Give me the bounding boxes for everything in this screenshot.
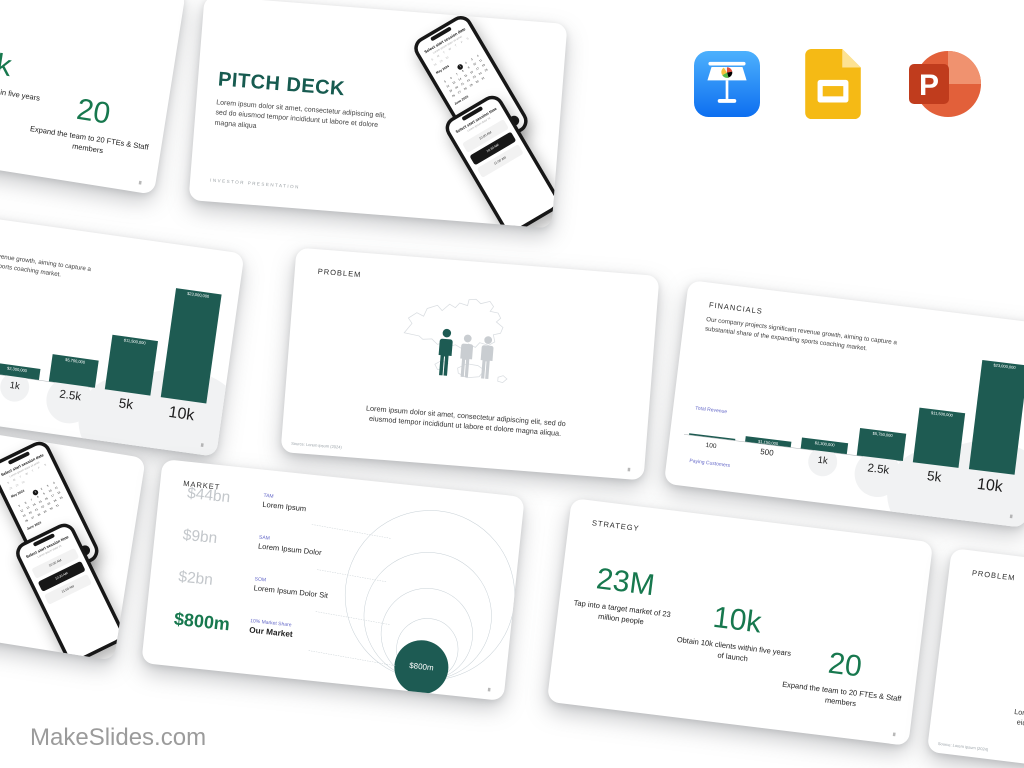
phone-mockup-time-picker: Select start session time Lorem ipsum do…	[12, 519, 128, 661]
strategy-stat-clients: 10k Obtain 10k clients within five years…	[672, 595, 798, 670]
person-icon	[438, 328, 453, 376]
powerpoint-icon[interactable]: P	[906, 48, 984, 120]
pitch-deck-slide: PITCH DECK Lorem ipsum dolor sit amet, c…	[188, 0, 568, 229]
phone-mockup-time-picker: Select start session time Lorem ipsum do…	[441, 91, 564, 229]
page-number-mark	[1009, 514, 1013, 519]
category-label: 500	[759, 447, 775, 458]
google-slides-icon[interactable]	[805, 49, 861, 119]
slide-thumb-strategy-bottom: STRATEGY 23M Tap into a target market of…	[546, 498, 934, 746]
calendar-day: 31	[55, 503, 60, 508]
category-label: 5k	[926, 468, 943, 485]
revenue-bar: $23,000,000	[968, 359, 1024, 475]
revenue-bar: $5,750,000	[856, 428, 907, 461]
page-number-mark	[892, 732, 896, 737]
slide-thumb-market: MARKET $800m $44bn TAM Lorem Ipsum $9bn …	[141, 459, 525, 701]
slide-thumb-problem-bottom-right: PROBLEM Lorem ipsum dolor sit	[926, 548, 1024, 768]
slide-title: PITCH DECK	[217, 67, 346, 100]
source-note: Source: Lorem ipsum (2024)	[291, 441, 342, 450]
bar-value-label	[689, 435, 735, 441]
slide-footer: INVESTOR PRESENTATION	[209, 177, 301, 190]
slide-thumb-strategy-top-left: STRATEGY 23M Tap into a target market of…	[0, 0, 186, 195]
financials-slide: FINANCIALS Our company projects signific…	[0, 203, 245, 457]
category-label: 5k	[117, 395, 135, 413]
bar-value-label: $1,150,000	[757, 439, 779, 447]
category-label: 1k	[9, 379, 21, 392]
bar-value-label: $2,300,000	[814, 440, 835, 448]
bar-value-label: $23,000,000	[993, 362, 1016, 371]
market-value: $44bn	[186, 483, 232, 506]
keynote-icon[interactable]	[694, 51, 760, 117]
financials-slide: FINANCIALS Our company projects signific…	[663, 280, 1024, 528]
category-label: 100	[705, 440, 717, 450]
bar-value-label: $11,500,000	[123, 337, 146, 346]
person-icon	[460, 334, 474, 378]
strategy-slide: STRATEGY 23M Tap into a target market of…	[0, 0, 186, 195]
calendar-day: 30	[445, 55, 450, 61]
page-number-mark	[627, 467, 631, 472]
person-icon	[480, 336, 494, 379]
revenue-bar	[689, 433, 736, 441]
slide-title: PROBLEM	[971, 568, 1016, 583]
market-label: Our Market	[248, 625, 294, 640]
bar-value-label: $5,750,000	[64, 357, 86, 365]
revenue-bar: $11,500,000	[912, 407, 966, 468]
market-value: $9bn	[182, 525, 219, 547]
slide-title: PROBLEM	[317, 267, 362, 280]
category-label: 2.5k	[866, 460, 891, 477]
source-note: Source: Lorem ipsum (2024)	[937, 741, 989, 753]
market-row-sam: $9bn SAM Lorem Ipsum Dolor	[182, 526, 323, 559]
category-label: 1k	[817, 454, 829, 467]
bar-value-label: $11,500,000	[930, 410, 954, 418]
slide-caption: Lorem ipsum dolor sit amet, consectetur …	[1013, 707, 1024, 750]
market-row-som: $2bn SOM Lorem Ipsum Dolor Sit	[178, 567, 330, 601]
market-value: $2bn	[177, 567, 214, 589]
site-logo-text[interactable]: MakeSlides.com	[30, 724, 207, 751]
market-row-tam: $44bn TAM Lorem Ipsum	[186, 484, 307, 514]
category-label: 2.5k	[58, 387, 82, 403]
revenue-bar: $11,500,000	[104, 334, 159, 396]
strategy-stat-team: 20 Expand the team to 20 FTEs & Staff me…	[780, 640, 906, 715]
calendar-day: 25	[484, 68, 489, 73]
bar-value-label: $2,300,000	[6, 365, 28, 374]
stat-value: 10k	[0, 41, 14, 83]
slide-body-text: Lorem ipsum dolor sit amet, consectetur …	[214, 97, 387, 130]
slide-title: STRATEGY	[591, 518, 640, 534]
strategy-slide: STRATEGY 23M Tap into a target market of…	[546, 498, 934, 746]
calendar-day: 25	[59, 496, 64, 501]
category-label: 10k	[976, 474, 1004, 496]
x-axis-label: Paying Customers	[689, 458, 731, 469]
bar-value-label: $23,000,000	[186, 291, 210, 299]
problem-slide: PROBLEM Lorem ipsum dolor sit	[280, 247, 660, 481]
market-row-our-market: $800m 10% Market Share Our Market	[173, 608, 294, 641]
page-number-mark	[200, 443, 204, 447]
page-number-mark	[487, 687, 491, 692]
category-label: 10k	[167, 402, 196, 424]
slide-thumb-problem-center: PROBLEM Lorem ipsum dolor sit	[280, 247, 660, 481]
calendar-day: 30	[21, 480, 26, 485]
revenue-bar: $1,150,000	[744, 436, 792, 448]
market-slide: MARKET $800m $44bn TAM Lorem Ipsum $9bn …	[141, 459, 525, 701]
page-number-mark	[138, 180, 142, 185]
problem-slide: PROBLEM Lorem ipsum dolor sit	[926, 548, 1024, 768]
calendar-day: 31	[481, 76, 486, 81]
svg-text:P: P	[919, 69, 939, 102]
slide-thumb-financials-left: FINANCIALS Our company projects signific…	[0, 203, 245, 457]
strategy-stat-team: 20 Expand the team to 20 FTEs & Staff me…	[28, 85, 156, 164]
slide-thumb-financials-right: FINANCIALS Our company projects signific…	[663, 280, 1024, 528]
slide-title: FINANCIALS	[708, 300, 764, 316]
strategy-stat-market: 23M Tap into a target market of 23 milli…	[561, 557, 687, 632]
people-pictograms	[435, 328, 497, 380]
slide-thumb-pitch-deck: PITCH DECK Lorem ipsum dolor sit amet, c…	[188, 0, 568, 229]
market-value: $800m	[173, 608, 231, 635]
bar-value-label: $5,750,000	[872, 431, 893, 439]
export-format-icons: P	[694, 44, 984, 124]
